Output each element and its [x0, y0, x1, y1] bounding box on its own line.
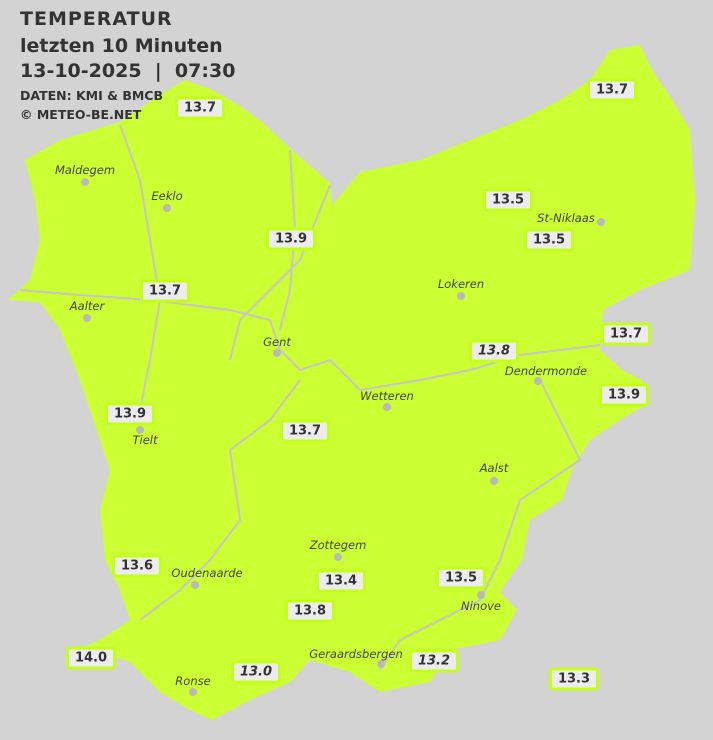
temperature-reading[interactable]: 13.7 [600, 322, 652, 346]
temperature-reading[interactable]: 13.5 [482, 188, 534, 212]
town-dot [490, 477, 498, 485]
town-label: Ninove [460, 599, 502, 613]
town-dot [163, 204, 171, 212]
town-label: Gent [263, 335, 291, 349]
town-dot [477, 591, 485, 599]
copyright: © METEO-BE.NET [20, 107, 142, 122]
town-dot [383, 403, 391, 411]
town-dot [457, 292, 465, 300]
map-datetime: 13-10-2025 | 07:30 [20, 60, 236, 82]
data-source: DATEN: KMI & BMCB [20, 88, 164, 103]
temperature-reading[interactable]: 13.9 [265, 227, 317, 251]
temperature-reading[interactable]: 13.7 [586, 78, 638, 102]
town-dot [377, 660, 385, 668]
temperature-reading[interactable]: 13.8 [468, 339, 520, 363]
temperature-reading[interactable]: 13.2 [408, 649, 460, 673]
temperature-reading[interactable]: 13.9 [104, 402, 156, 426]
town-dot [136, 426, 144, 434]
town-dot [534, 377, 542, 385]
town-label: Tielt [132, 433, 158, 447]
temperature-reading[interactable]: 13.0 [230, 660, 282, 684]
town-label: Zottegem [309, 538, 367, 552]
town-label: Wetteren [360, 389, 414, 403]
town-label: Eeklo [151, 189, 183, 203]
town-label: Aalter [69, 299, 105, 313]
town-dot [597, 218, 605, 226]
temperature-reading[interactable]: 13.5 [523, 228, 575, 252]
temperature-reading[interactable]: 13.3 [548, 667, 600, 691]
town-dot [273, 349, 281, 357]
town-label: Lokeren [437, 277, 485, 291]
town-label: Aalst [479, 461, 509, 475]
map-title: TEMPERATUR [20, 8, 173, 30]
town-dot [334, 553, 342, 561]
map-period: letzten 10 Minuten [20, 35, 223, 57]
temperature-reading[interactable]: 13.4 [315, 569, 367, 593]
town-label: Maldegem [54, 163, 116, 177]
town-dot [83, 314, 91, 322]
temperature-reading[interactable]: 14.0 [65, 646, 117, 670]
temperature-reading[interactable]: 13.5 [435, 566, 487, 590]
town-label: Oudenaarde [171, 566, 243, 580]
town-label: Ronse [175, 674, 211, 688]
temperature-reading[interactable]: 13.7 [279, 419, 331, 443]
town-label: Dendermonde [504, 364, 588, 378]
town-dot [189, 688, 197, 696]
temperature-reading[interactable]: 13.8 [284, 599, 336, 623]
town-dot [81, 178, 89, 186]
town-label: Geraardsbergen [309, 647, 403, 661]
town-dot [191, 581, 199, 589]
temperature-reading[interactable]: 13.6 [111, 554, 163, 578]
temperature-reading[interactable]: 13.9 [598, 383, 650, 407]
temperature-reading[interactable]: 13.7 [174, 96, 226, 120]
town-label: St-Niklaas [537, 211, 595, 225]
temperature-reading[interactable]: 13.7 [139, 279, 191, 303]
